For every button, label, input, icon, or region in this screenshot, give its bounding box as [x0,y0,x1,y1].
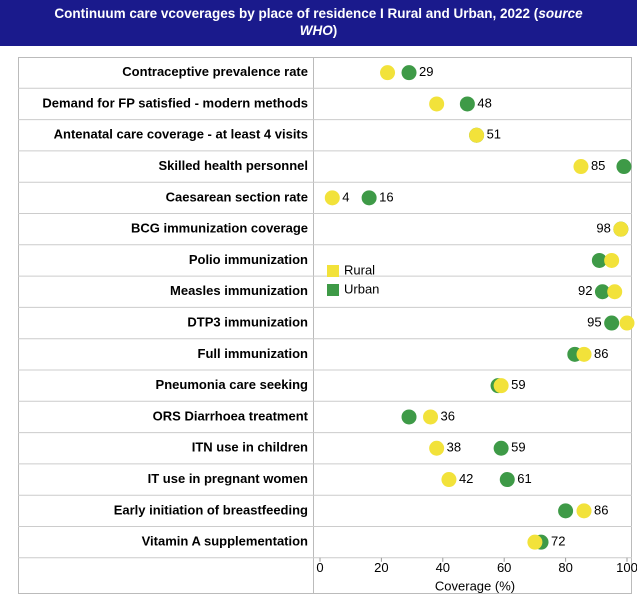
dot [459,96,475,112]
legend-label: Rural [344,262,375,277]
category-label: IT use in pregnant women [148,471,308,486]
dot [558,503,574,519]
title-part: WHO [299,23,333,38]
dot [429,440,445,456]
x-axis-title: Coverage (%) [435,578,515,593]
x-tick-label: 0 [316,560,323,575]
dot [591,252,607,268]
value-label: 98 [596,221,610,236]
value-label: 95 [587,314,601,329]
dot [594,284,610,300]
dot [573,159,589,175]
value-label: 38 [447,440,461,455]
dot [499,472,515,488]
value-label: 85 [591,158,605,173]
category-label: Vitamin A supplementation [142,534,308,549]
value-label: 72 [551,534,565,549]
dot [324,190,340,206]
value-label: 16 [379,189,393,204]
title-part: ) [332,23,338,38]
dot [429,96,445,112]
value-label: 86 [594,502,608,517]
category-label: Caesarean section rate [166,189,308,204]
legend-swatch [327,265,339,277]
dot [401,65,417,81]
legend-label: Urban [344,281,379,296]
dot [619,315,635,331]
dot [401,409,417,425]
x-tick-label: 20 [374,560,388,575]
value-label: 42 [459,471,473,486]
category-label: Pneumonia care seeking [156,377,309,392]
x-tick-label: 60 [497,560,511,575]
category-label: ITN use in children [192,440,308,455]
category-label: ORS Diarrhoea treatment [153,408,309,423]
category-label: Skilled health personnel [158,158,308,173]
dot [380,65,396,81]
category-label: BCG immunization coverage [131,221,308,236]
value-label: 29 [419,64,433,79]
dot [576,346,592,362]
category-label: Measles immunization [170,283,308,298]
value-label: 61 [517,471,531,486]
value-label: 59 [511,440,525,455]
dot [527,534,543,550]
title-part: Continuum care vcoverages by place of re… [54,6,539,21]
dot [493,440,509,456]
value-label: 36 [441,408,455,423]
chart-title: Continuum care vcoverages by place of re… [0,0,637,46]
category-label: Full immunization [198,346,309,361]
value-label: 48 [477,95,491,110]
value-label: 51 [487,127,501,142]
dot [576,503,592,519]
dot [604,252,620,268]
category-label: Contraceptive prevalence rate [122,64,308,79]
category-label: Antenatal care coverage - at least 4 vis… [54,127,308,142]
dot [604,315,620,331]
dot [616,159,632,175]
x-tick-label: 80 [558,560,572,575]
category-label: Polio immunization [189,252,308,267]
value-label: 4 [342,189,349,204]
x-tick-label: 100 [616,560,637,575]
legend-swatch [327,284,339,296]
category-label: Demand for FP satisfied - modern methods [42,95,308,110]
value-label: 92 [578,283,592,298]
dot [469,127,485,143]
value-label: 59 [511,377,525,392]
category-label: Early initiation of breastfeeding [114,502,308,517]
dot [361,190,377,206]
dot [423,409,439,425]
dot [613,221,629,237]
title-part: source [538,6,583,21]
category-label: DTP3 immunization [187,314,308,329]
dot [441,472,457,488]
dot [607,284,623,300]
x-tick-label: 40 [436,560,450,575]
value-label: 86 [594,346,608,361]
dot [493,378,509,394]
